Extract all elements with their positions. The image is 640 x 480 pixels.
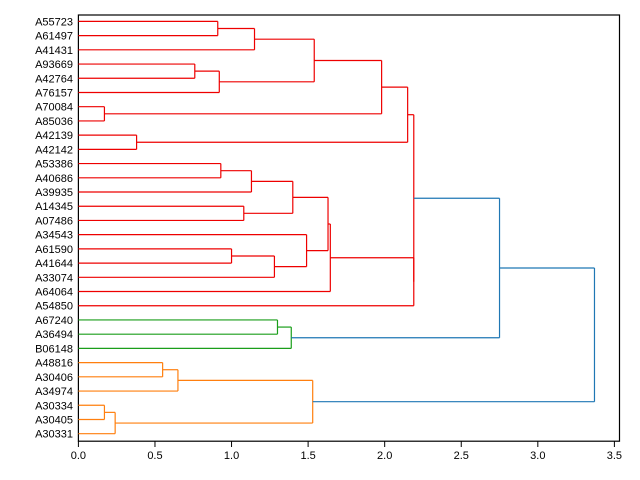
svg-text:A36494: A36494 — [35, 329, 73, 341]
svg-text:2.0: 2.0 — [377, 450, 392, 462]
svg-text:A14345: A14345 — [35, 201, 73, 213]
svg-text:A07486: A07486 — [35, 215, 73, 227]
svg-text:A42139: A42139 — [35, 130, 73, 142]
svg-text:A61590: A61590 — [35, 244, 73, 256]
svg-text:A85036: A85036 — [35, 116, 73, 128]
svg-text:A48816: A48816 — [35, 358, 73, 370]
svg-text:A70084: A70084 — [35, 102, 73, 114]
svg-text:A61497: A61497 — [35, 31, 73, 43]
svg-text:A34974: A34974 — [35, 386, 73, 398]
svg-text:1.5: 1.5 — [300, 450, 315, 462]
svg-text:B06148: B06148 — [35, 343, 73, 355]
svg-text:A53386: A53386 — [35, 159, 73, 171]
svg-text:A40686: A40686 — [35, 173, 73, 185]
svg-text:A30405: A30405 — [35, 414, 73, 426]
svg-text:2.5: 2.5 — [454, 450, 469, 462]
svg-text:A54850: A54850 — [35, 301, 73, 313]
svg-text:A42142: A42142 — [35, 144, 73, 156]
svg-text:0.5: 0.5 — [147, 450, 162, 462]
svg-text:0.0: 0.0 — [71, 450, 86, 462]
svg-text:A30331: A30331 — [35, 429, 73, 441]
svg-text:A41644: A41644 — [35, 258, 73, 270]
svg-text:A30406: A30406 — [35, 372, 73, 384]
svg-text:A34543: A34543 — [35, 230, 73, 242]
svg-text:3.5: 3.5 — [607, 450, 622, 462]
svg-text:A55723: A55723 — [35, 16, 73, 28]
svg-text:A39935: A39935 — [35, 187, 73, 199]
svg-text:A76157: A76157 — [35, 87, 73, 99]
svg-text:A30334: A30334 — [35, 400, 73, 412]
svg-text:A41431: A41431 — [35, 45, 73, 57]
svg-text:A93669: A93669 — [35, 59, 73, 71]
svg-text:3.0: 3.0 — [530, 450, 545, 462]
svg-text:A33074: A33074 — [35, 272, 73, 284]
svg-text:A64064: A64064 — [35, 287, 73, 299]
svg-text:A42764: A42764 — [35, 73, 73, 85]
svg-text:1.0: 1.0 — [224, 450, 239, 462]
svg-text:A67240: A67240 — [35, 315, 73, 327]
